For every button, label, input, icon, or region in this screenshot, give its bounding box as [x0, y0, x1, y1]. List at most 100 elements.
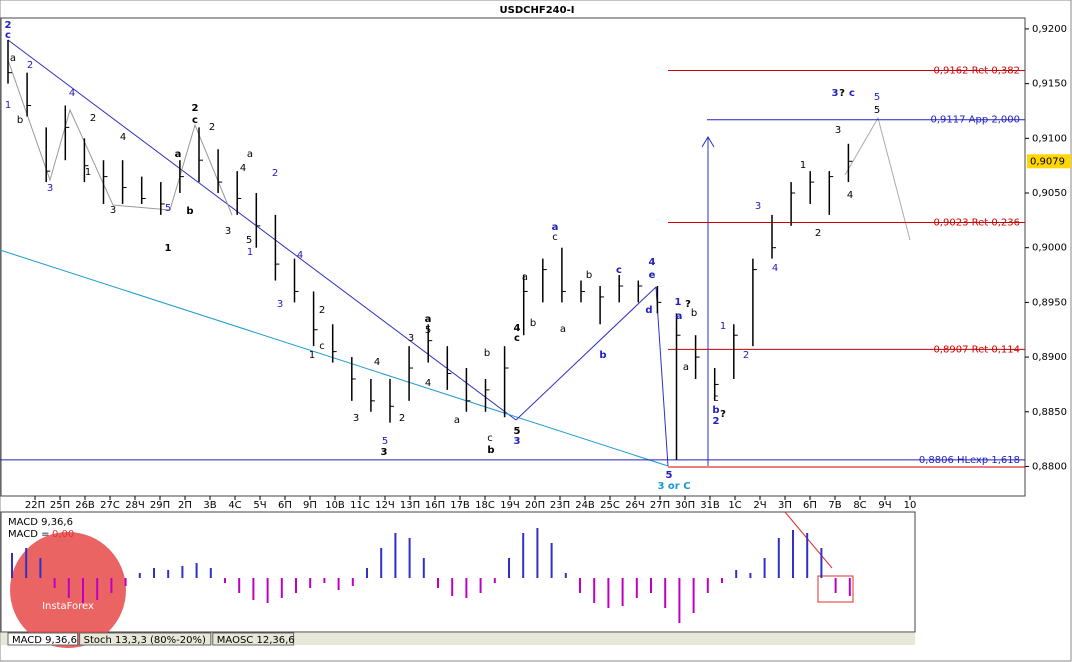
arrow-line: [784, 511, 833, 569]
arrow-head: [701, 136, 715, 148]
wave-label: 5: [165, 203, 171, 214]
wave-label: 1: [165, 243, 172, 254]
x-tick-label: 10: [904, 500, 917, 511]
wave-label: 2: [815, 228, 821, 239]
y-tick-label: 0,9150: [1032, 79, 1067, 90]
x-tick-label: 27С: [100, 500, 120, 511]
price-panel: [0, 17, 1026, 497]
wave-label: 4: [374, 357, 380, 368]
x-tick-label: 4С: [228, 500, 241, 511]
wave-label: a: [10, 53, 16, 64]
x-tick-label: 25С: [600, 500, 620, 511]
wave-label: ?: [720, 409, 726, 420]
x-tick-label: 19Ч: [500, 500, 520, 511]
wave-label: 3: [408, 333, 414, 344]
x-tick-label: 9Ч: [878, 500, 891, 511]
wave-label: 1: [720, 321, 726, 332]
chart-title: USDCHF240-I: [500, 5, 575, 16]
x-tick-label: 13П: [400, 500, 420, 511]
macd-label: MACD 9,36,6: [8, 517, 73, 528]
y-tick-label: 0,9050: [1032, 188, 1067, 199]
x-tick-label: 6П: [278, 500, 292, 511]
wave-label: b: [712, 405, 719, 416]
wave-label: 4: [240, 163, 246, 174]
wave-label: c: [616, 265, 622, 276]
wave-label: a: [683, 362, 689, 373]
wave-label: 2: [713, 416, 720, 427]
x-tick-label: 26Ч: [625, 500, 645, 511]
wave-label: 1: [5, 100, 11, 111]
x-tick-label: 17В: [450, 500, 470, 511]
wave-label: 3: [110, 205, 116, 216]
wave-label: 1: [309, 350, 315, 361]
y-tick-label: 0,8900: [1032, 352, 1067, 363]
x-tick-label: 2П: [178, 500, 192, 511]
wave-label: b: [586, 270, 592, 281]
x-tick-label: 8С: [853, 500, 866, 511]
wave-label: 3: [277, 299, 283, 310]
wave-label: a: [454, 415, 460, 426]
wave-label: 4: [847, 190, 853, 201]
wave-label: 2: [192, 103, 199, 114]
x-tick-label: 24В: [575, 500, 595, 511]
x-tick-label: 9П: [303, 500, 317, 511]
wave-label: 3: [832, 88, 839, 99]
wave-label: c: [713, 393, 719, 404]
wave-label: a: [676, 311, 683, 322]
wave-label: 3: [835, 125, 841, 136]
wave-label: 3: [514, 436, 521, 447]
level-label: 0,9023 Ret 0,236: [933, 218, 1020, 229]
wave-label: b: [17, 115, 23, 126]
tab-label[interactable]: MACD 9,36,6: [12, 635, 77, 646]
wave-label: ?: [685, 299, 691, 310]
wave-label: c: [552, 232, 558, 243]
x-tick-label: 16П: [425, 500, 445, 511]
wave-label: c: [5, 30, 11, 41]
wave-label: 3: [225, 226, 231, 237]
trend-line: [0, 249, 669, 467]
wave-label: b: [487, 445, 494, 456]
tab[interactable]: [7, 632, 79, 646]
y-tick-label: 0,8850: [1032, 407, 1067, 418]
trend-line: [7, 39, 517, 421]
wave-label: 4: [297, 250, 303, 261]
wave-label: c: [192, 115, 198, 126]
x-tick-label: 20П: [525, 500, 545, 511]
wave-label: 2: [27, 60, 33, 71]
wave-label: 4: [120, 132, 126, 143]
level-label: 0,9162 Ret 0,382: [933, 66, 1020, 77]
wave-label: 3: [755, 201, 761, 212]
wave-label: 5: [246, 235, 252, 246]
level-label: 0,9117 App 2,000: [930, 115, 1020, 126]
wave-label: 2: [209, 122, 215, 133]
wave-label: c: [514, 333, 520, 344]
wave-label: 2: [90, 113, 96, 124]
x-tick-label: 26В: [75, 500, 95, 511]
x-tick-label: 25П: [50, 500, 70, 511]
x-tick-label: 11С: [350, 500, 370, 511]
wave-label: a: [552, 222, 559, 233]
wave-label: 4: [69, 88, 75, 99]
macd-panel: [0, 511, 916, 633]
wave-label: 1: [85, 167, 91, 178]
wave-label: a: [560, 324, 566, 335]
watermark-text: InstaForex: [42, 601, 94, 612]
wave-label: 3: [353, 413, 359, 424]
tab[interactable]: [212, 632, 295, 646]
wave-label: 5: [382, 436, 388, 447]
tab-label[interactable]: MAOSC 12,36,6: [217, 635, 295, 646]
x-tick-label: 28Ч: [125, 500, 145, 511]
tab[interactable]: [79, 632, 212, 646]
trend-line: [515, 286, 657, 421]
x-tick-label: 2Ч: [753, 500, 766, 511]
last-price-box: [1027, 154, 1071, 169]
wave-path: [7, 59, 233, 216]
tab-label[interactable]: Stoch 13,3,3 (80%-20%): [84, 635, 206, 646]
x-tick-label: 29П: [150, 500, 170, 511]
level-label: 0,8806 HLexp 1,618: [919, 455, 1020, 466]
y-tick-label: 0,9000: [1032, 243, 1067, 254]
wave-label: 3 or C: [657, 481, 690, 492]
last-price-label: 0,9079: [1030, 156, 1065, 167]
y-tick-label: 0,8800: [1032, 461, 1067, 472]
